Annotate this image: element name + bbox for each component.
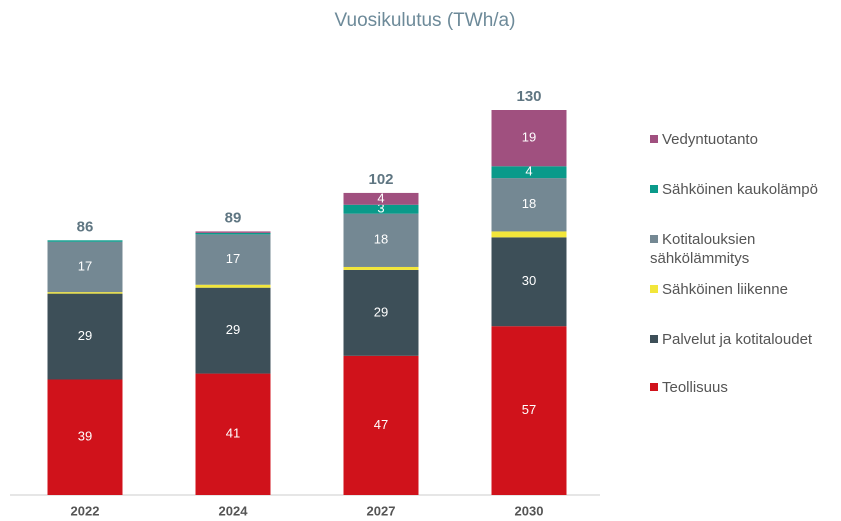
data-label: 29 [374,304,388,319]
data-label: 18 [522,196,536,211]
bar-segment [195,284,271,288]
legend-item: Palvelut ja kotitaloudet [650,330,835,349]
data-label: 17 [78,258,92,273]
data-label: 29 [226,322,240,337]
bar-segment [491,231,567,238]
legend-swatch [650,235,658,243]
legend-item: Vedyntuotanto [650,130,835,149]
legend-item: Sähköinen liikenne [650,280,835,299]
bar-segment [195,373,271,495]
x-tick-label: 2030 [515,503,544,518]
bar-segment [491,178,567,232]
data-label: 29 [78,328,92,343]
bar-segment [343,204,419,214]
x-tick-label: 2022 [71,503,100,518]
legend-label: Teollisuus [662,379,728,396]
x-tick-label: 2027 [367,503,396,518]
total-label: 102 [368,171,393,188]
legend-swatch [650,383,658,391]
x-tick-label: 2024 [219,503,249,518]
data-label: 18 [374,232,388,247]
bar-segment [491,110,567,167]
bar-segment [491,166,567,179]
bar-segment [195,234,271,285]
data-label: 57 [522,402,536,417]
legend-swatch [650,185,658,193]
data-label: 3 [377,201,384,216]
data-label: 47 [374,417,388,432]
legend-label: Sähköinen kaukolämpö [662,181,818,198]
bar-segment [343,355,419,495]
data-label: 4 [377,190,384,205]
bar-segment [343,266,419,270]
bar-segment [47,293,123,380]
data-label: 39 [78,429,92,444]
legend-swatch [650,285,658,293]
data-label: 30 [522,273,536,288]
data-label: 19 [522,130,536,145]
legend-swatch [650,135,658,143]
legend-label: Vedyntuotanto [662,131,758,148]
legend-label: Kotitalouksien sähkölämmitys [650,231,756,267]
bar-segment [195,231,271,233]
bar-segment [343,269,419,356]
legend-item: Teollisuus [650,378,835,397]
total-label: 89 [225,209,242,226]
legend-swatch [650,335,658,343]
bar-segment [343,192,419,205]
bar-segment [195,232,271,235]
bar-segment [343,213,419,267]
data-label: 4 [525,164,532,179]
bar-segment [47,379,123,495]
bar-segment [491,326,567,495]
legend-label: Palvelut ja kotitaloudet [662,331,813,348]
bar-segment [47,240,123,242]
legend-label: Sähköinen liikenne [662,281,788,298]
chart-title: Vuosikulutus (TWh/a) [335,10,516,31]
bar-segment [491,237,567,327]
total-label: 130 [516,88,541,105]
legend-item: Kotitalouksien sähkölämmitys [650,230,835,268]
total-label: 86 [77,218,94,235]
data-label: 41 [226,426,240,441]
bar-segment [195,287,271,374]
legend-item: Sähköinen kaukolämpö [650,180,835,199]
bar-segment [47,241,123,293]
bar-segment [47,292,123,294]
data-label: 17 [226,251,240,266]
